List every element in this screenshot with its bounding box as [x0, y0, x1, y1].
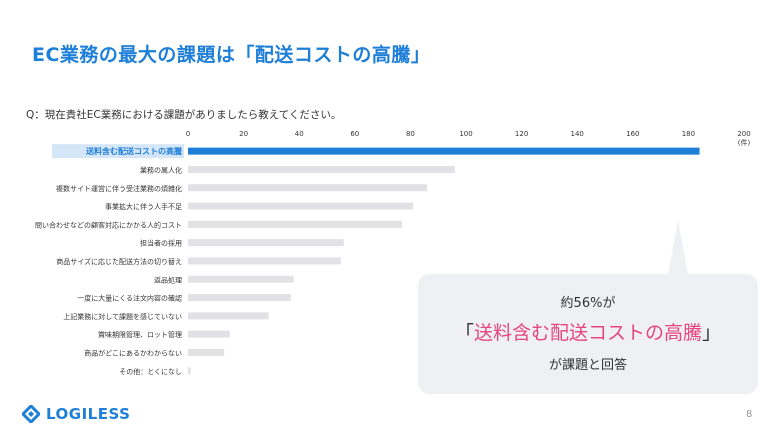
logo-text: LOGILESS [46, 405, 131, 423]
bar [188, 330, 230, 338]
category-label: 担当者の採用 [140, 239, 182, 248]
page-number: 8 [746, 409, 753, 420]
category-label: 送料含む配送コストの高騰 [85, 146, 183, 156]
bar [188, 257, 341, 265]
x-tick-label: 100 [459, 130, 472, 138]
category-label: 商品がどこにあるかわからない [84, 348, 182, 357]
category-label: 複数サイト運営に伴う受注業務の煩雑化 [56, 184, 182, 193]
x-tick-label: 40 [295, 130, 304, 138]
bar [188, 220, 403, 228]
x-tick-label: 160 [626, 130, 639, 138]
category-label: 上記業務に対して課題を感じていない [63, 312, 182, 321]
logiless-logo: LOGILESS [22, 403, 130, 425]
bar [188, 275, 294, 283]
callout-bracket-open: 「 [454, 322, 474, 344]
category-label: 返品処理 [154, 275, 182, 284]
callout-line-3: が課題と回答 [548, 358, 627, 373]
x-tick-label: 140 [571, 130, 584, 138]
category-label: 業務の属人化 [140, 165, 182, 174]
x-tick-label: 0 [186, 130, 190, 138]
bar [188, 348, 225, 356]
bar [188, 202, 414, 210]
x-tick-label: 200 [737, 130, 750, 138]
callout-box: 約56%が 「送料含む配送コストの高騰」 が課題と回答 [418, 274, 758, 394]
x-tick-label: 180 [682, 130, 695, 138]
callout-line-2: 「送料含む配送コストの高騰」 [418, 318, 758, 345]
x-tick-label: 80 [406, 130, 415, 138]
bar [188, 312, 269, 320]
callout-highlight: 送料含む配送コストの高騰 [473, 322, 702, 344]
survey-question: Q：現在貴社EC業務における課題がありましたら教えてください。 [26, 109, 342, 121]
bar [188, 367, 191, 375]
category-label: 商品サイズに応じた配送方法の切り替え [56, 257, 182, 266]
slide-title: EC業務の最大の課題は「配送コストの高騰」 [32, 44, 431, 66]
callout-tail [668, 220, 688, 274]
bar-chart: 0 20 40 60 80 100 120 140 160 180 200(件) 送料含む配送コストの… [35, 130, 751, 376]
logiless-diamond-icon [22, 405, 40, 423]
category-label: その他：とくになし [119, 367, 182, 376]
x-tick-label: 20 [239, 130, 248, 138]
x-tick-label: 120 [515, 130, 528, 138]
x-tick-label: 60 [350, 130, 359, 138]
category-label: 賞味期限管理、ロット管理 [98, 330, 182, 339]
bar [188, 165, 455, 173]
bar [188, 294, 291, 302]
bar [188, 147, 700, 155]
callout-line-1: 約56%が [560, 296, 616, 311]
bar [188, 239, 344, 247]
highlight-label-bg [52, 144, 184, 159]
category-label: 一度に大量にくる注文内容の確認 [77, 294, 182, 303]
x-unit-label: (件) [738, 138, 751, 147]
category-label: 問い合わせなどの顧客対応にかかる人的コスト [35, 220, 182, 229]
callout-bracket-close: 」 [702, 322, 722, 344]
bar [188, 184, 428, 192]
category-label: 事業拡大に伴う人手不足 [105, 202, 182, 211]
